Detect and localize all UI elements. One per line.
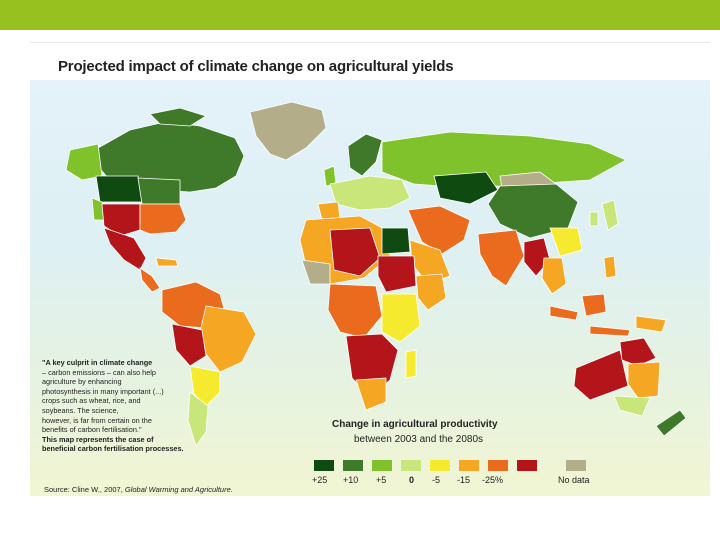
south-africa bbox=[355, 377, 387, 411]
legend-swatch bbox=[488, 460, 508, 471]
usa-north-central bbox=[137, 177, 181, 205]
note-line: "A key culprit in climate change bbox=[42, 358, 153, 367]
south-america-south bbox=[189, 365, 221, 407]
sahara bbox=[329, 227, 381, 277]
note-line: – carbon emissions – can also help bbox=[42, 367, 156, 377]
quote-note: "A key culprit in climate change – carbo… bbox=[42, 358, 202, 454]
scandinavia bbox=[347, 133, 383, 177]
arctic-islands bbox=[149, 107, 207, 127]
indonesia-3 bbox=[589, 325, 631, 337]
philippines bbox=[603, 255, 617, 279]
russia bbox=[381, 131, 627, 189]
china bbox=[487, 183, 579, 239]
legend-label: +10 bbox=[343, 475, 359, 485]
note-line: photosynthesis in many important (...) bbox=[42, 386, 164, 396]
brazil bbox=[199, 305, 257, 373]
legend-swatch bbox=[459, 460, 479, 471]
sudan bbox=[377, 255, 417, 293]
legend-label: 0 bbox=[409, 475, 415, 485]
source-citation: Source: Cline W., 2007, Global Warming a… bbox=[44, 485, 233, 494]
note-line: crops such as wheat, rice, and bbox=[42, 396, 141, 406]
legend-label: -25% bbox=[482, 475, 504, 485]
legend-swatch bbox=[566, 460, 586, 471]
china-south bbox=[549, 227, 583, 257]
usa-southeast bbox=[139, 203, 187, 235]
map-panel bbox=[30, 80, 710, 496]
australia-north bbox=[619, 337, 657, 367]
iberia bbox=[317, 201, 341, 221]
source-title: Global Warming and Agriculture. bbox=[124, 485, 233, 494]
top-accent-bar bbox=[0, 0, 720, 30]
legend-title-line1: Change in agricultural productivity bbox=[332, 419, 498, 430]
indochina bbox=[541, 257, 567, 295]
legend-label: -5 bbox=[432, 475, 441, 485]
horn-of-africa bbox=[415, 273, 447, 311]
central-africa bbox=[327, 283, 383, 339]
peru-bolivia bbox=[171, 323, 207, 367]
west-africa bbox=[301, 259, 331, 285]
note-line: beneficial carbon fertilisation processe… bbox=[42, 444, 184, 454]
australia-east bbox=[627, 361, 661, 399]
central-america bbox=[139, 267, 161, 293]
legend-swatch bbox=[343, 460, 363, 471]
note-line: soybeans. The science, bbox=[42, 405, 119, 415]
note-line: agriculture by enhancing bbox=[42, 377, 122, 387]
legend-label: +5 bbox=[376, 475, 387, 485]
alaska bbox=[65, 143, 103, 181]
new-guinea bbox=[635, 315, 667, 333]
legend-swatch bbox=[314, 460, 334, 471]
new-zealand bbox=[655, 409, 687, 437]
caribbean bbox=[155, 257, 179, 267]
egypt bbox=[381, 227, 411, 255]
title-strip bbox=[30, 42, 710, 81]
east-africa bbox=[381, 293, 421, 343]
usa-northwest bbox=[95, 175, 143, 203]
patagonia bbox=[187, 391, 209, 447]
madagascar bbox=[405, 349, 417, 379]
middle-east bbox=[407, 205, 471, 255]
legend-swatch bbox=[430, 460, 450, 471]
legend-swatch bbox=[401, 460, 421, 471]
legend-swatch bbox=[372, 460, 392, 471]
map-title: Projected impact of climate change on ag… bbox=[58, 58, 454, 75]
europe bbox=[329, 175, 411, 211]
legend-label: +25 bbox=[312, 475, 328, 485]
source-prefix: Source: Cline W., 2007, bbox=[44, 485, 125, 494]
australia-south bbox=[613, 395, 651, 417]
world-map bbox=[65, 101, 687, 447]
australia-west bbox=[573, 349, 629, 401]
legend-label: No data bbox=[558, 475, 590, 485]
legend-title: Change in agricultural productivity betw… bbox=[332, 417, 498, 447]
note-line: This map represents the case of bbox=[42, 434, 154, 444]
kazakhstan bbox=[433, 171, 499, 205]
japan bbox=[601, 199, 619, 231]
greenland bbox=[249, 101, 327, 161]
legend-title-line2: between 2003 and the 2080s bbox=[354, 434, 483, 445]
usa-southwest bbox=[101, 203, 141, 237]
note-line: benefits of carbon fertilisation." bbox=[42, 425, 142, 435]
india bbox=[477, 229, 525, 287]
korea bbox=[589, 211, 599, 227]
note-line: however, is far from certain on the bbox=[42, 415, 152, 425]
legend-label: -15 bbox=[457, 475, 471, 485]
legend-swatch bbox=[517, 460, 537, 471]
indonesia-1 bbox=[549, 305, 579, 321]
indonesia-2 bbox=[581, 293, 607, 317]
